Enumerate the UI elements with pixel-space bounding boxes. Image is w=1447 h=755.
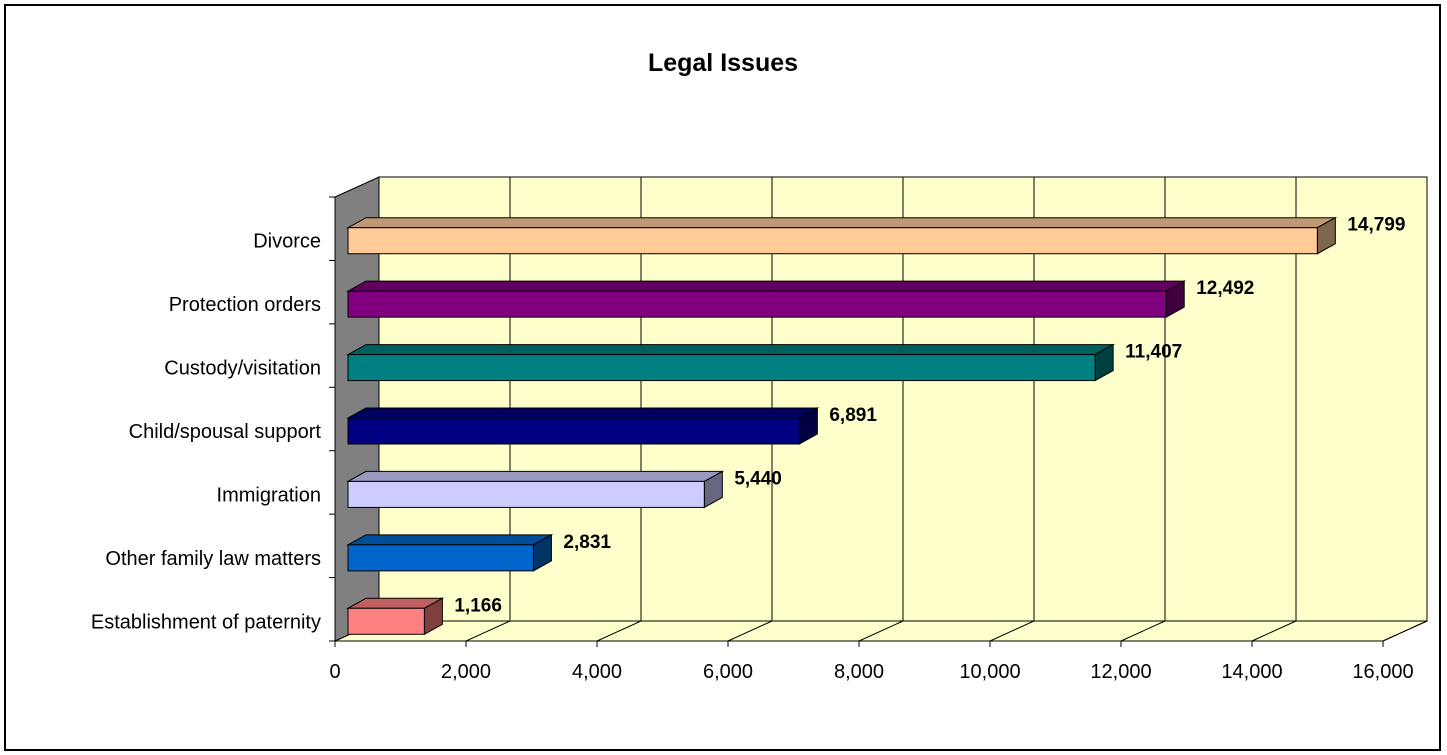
category-label: Establishment of paternity [91,611,321,633]
x-tick-label: 2,000 [441,661,491,683]
category-label: Other family law matters [105,548,321,570]
data-label: 11,407 [1125,342,1182,363]
bar [347,480,705,508]
category-label: Divorce [253,231,321,253]
data-label: 12,492 [1196,278,1254,299]
bar-top [346,217,1338,229]
bar [347,417,800,445]
labels: Divorce 14,799 Protection orders 12,492 Cust… [91,215,1406,634]
bar-top [346,280,1187,292]
bar-top [346,534,554,546]
data-label: 1,166 [454,595,502,616]
x-tick-label: 14,000 [1221,661,1282,683]
category-label: Immigration [217,484,321,506]
floor-gridline [465,620,511,642]
floor-gridline [596,620,642,642]
x-tick-label: 4,000 [572,661,622,683]
floor-gridline [1120,620,1166,642]
x-tick-label: 8,000 [834,661,884,683]
floor-gridline [989,620,1035,642]
axes: 0 2,000 4,000 6,000 8,000 10,000 12,000 14,000 1… [329,196,1414,683]
category-label: Protection orders [169,294,321,316]
x-tick-label: 16,000 [1352,661,1413,683]
data-label: 5,440 [734,468,782,489]
bar [347,290,1167,318]
bars [346,216,1338,636]
data-label: 6,891 [829,405,877,426]
chart-title: Legal Issues [648,49,798,77]
floor-gridline [1382,620,1428,642]
bar [347,544,534,572]
x-tick-label: 12,000 [1090,661,1151,683]
data-label: 2,831 [563,532,611,553]
data-label: 14,799 [1347,215,1405,236]
category-label: Child/spousal support [129,421,322,443]
bar-top [346,407,820,419]
bar [347,227,1318,255]
floor-gridline [727,620,773,642]
floor-gridline [1251,620,1297,642]
bar-top [346,470,725,482]
bar [347,607,425,635]
x-tick-label: 0 [329,661,340,683]
floor-gridline [858,620,904,642]
category-label: Custody/visitation [164,358,321,380]
bar [347,354,1096,382]
bar-top [346,344,1116,356]
x-tick-label: 6,000 [703,661,753,683]
x-tick-label: 10,000 [959,661,1020,683]
